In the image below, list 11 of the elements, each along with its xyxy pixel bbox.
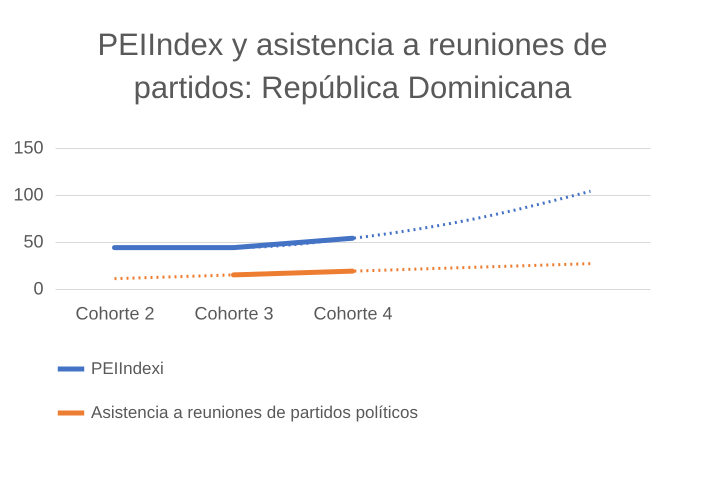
- y-tick-label: 100: [13, 184, 44, 204]
- line-series: [113, 262, 592, 280]
- x-tick-label: Cohorte 2: [75, 304, 155, 324]
- y-tick-label: 50: [23, 232, 44, 252]
- y-tick-label: 150: [13, 138, 44, 158]
- legend-label: Asistencia a reuniones de partidos políticos: [91, 403, 418, 422]
- x-tick-label: Cohorte 3: [194, 304, 274, 324]
- chart-title: PEIIndex y asistencia a reuniones de partidos: República Dominicana: [97, 27, 608, 105]
- x-tick-label: Cohorte 4: [313, 304, 393, 324]
- y-tick-label: 0: [33, 278, 44, 298]
- legend-label: PEIIndexi: [91, 359, 164, 378]
